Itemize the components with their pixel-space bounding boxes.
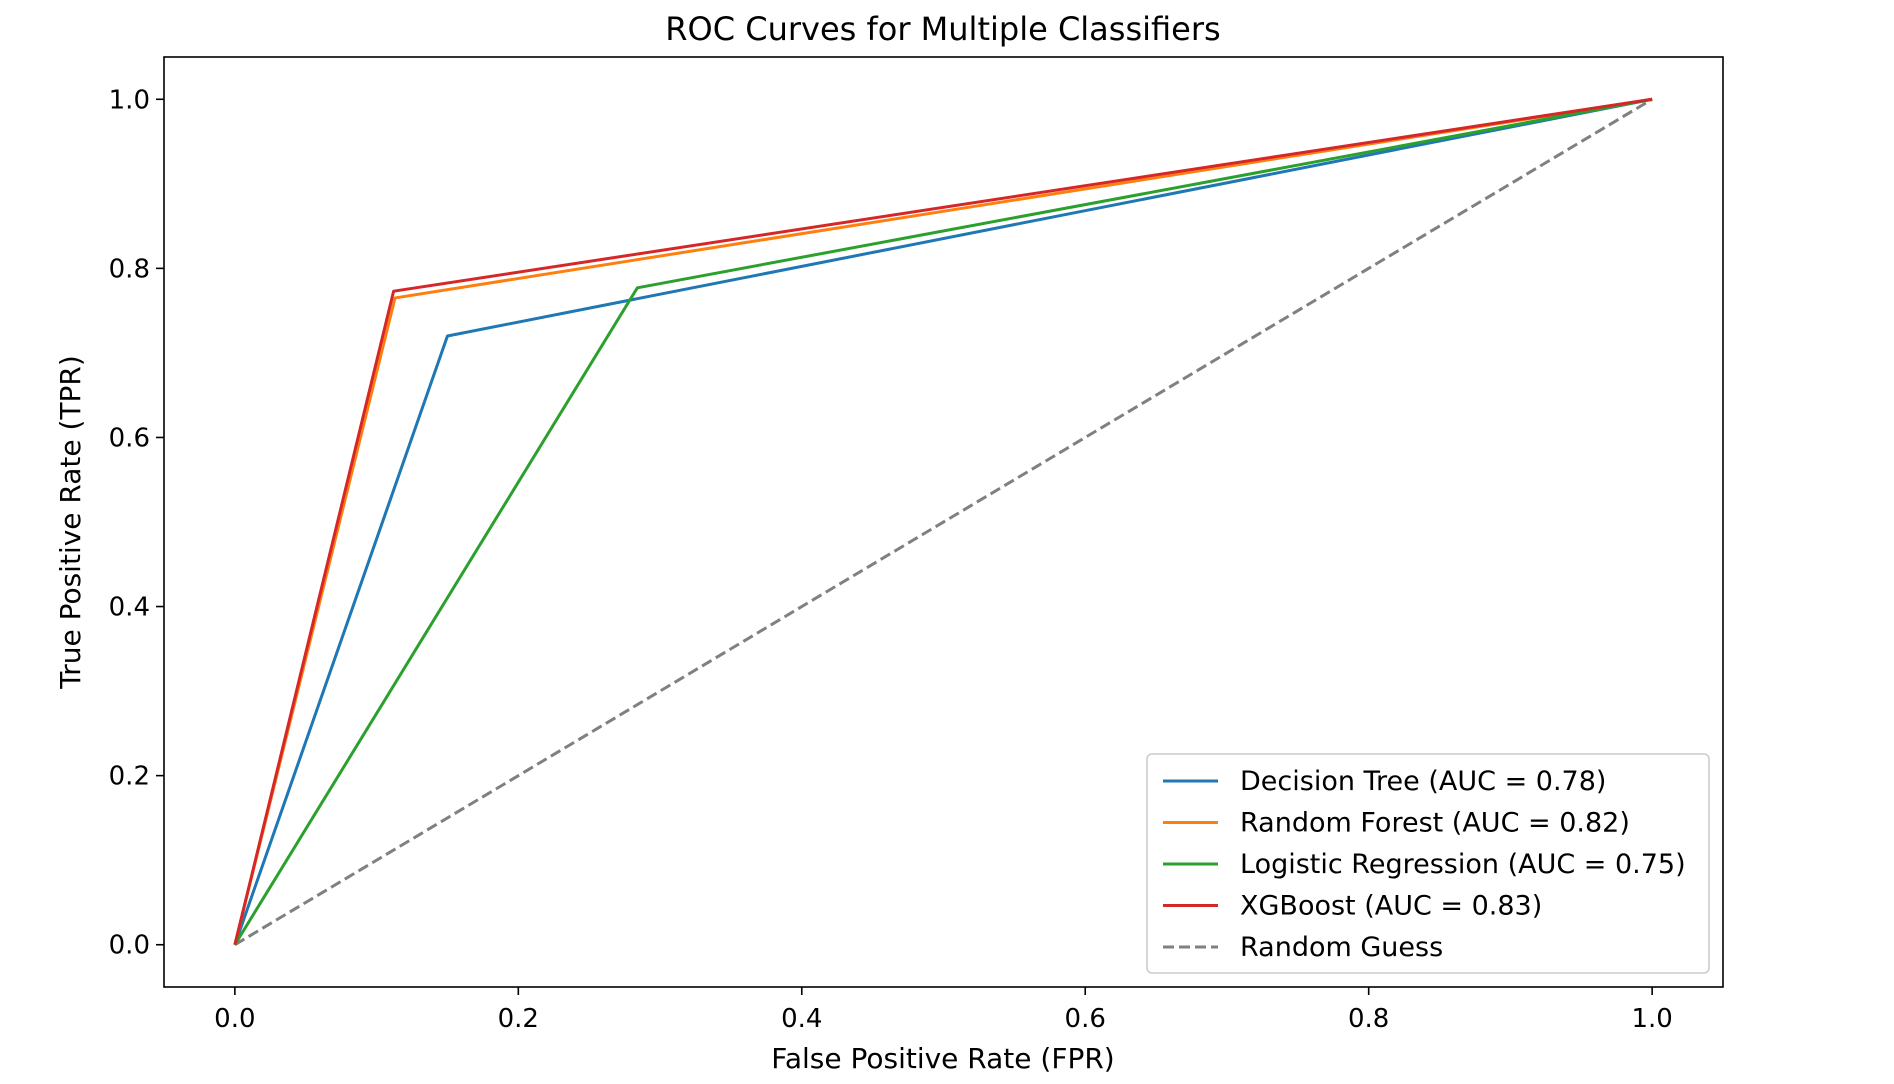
y-axis-label: True Positive Rate (TPR) <box>54 355 87 690</box>
series-line-decision-tree <box>233 97 1653 946</box>
series-line-xgboost <box>233 97 1653 946</box>
x-axis-label: False Positive Rate (FPR) <box>771 1042 1114 1075</box>
y-tick-label: 0.0 <box>109 931 150 961</box>
y-tick-label: 0.6 <box>109 423 150 453</box>
legend-label-logistic-regression: Logistic Regression (AUC = 0.75) <box>1240 849 1686 880</box>
y-tick-label: 1.0 <box>109 85 150 115</box>
legend-entries: Decision Tree (AUC = 0.78) Random Forest … <box>1163 766 1686 963</box>
y-axis-ticks: 0.0 0.2 0.4 0.6 0.8 1.0 <box>109 85 164 961</box>
y-tick-label: 0.2 <box>109 762 150 792</box>
plot-area: 0.0 0.2 0.4 0.6 0.8 1.0 0.0 0.2 0.4 0.6 0.8 1.0 <box>109 56 1724 1034</box>
y-tick-label: 0.4 <box>109 593 150 623</box>
x-tick-label: 0.2 <box>498 1004 539 1034</box>
chart-title: ROC Curves for Multiple Classifiers <box>665 10 1220 48</box>
legend-label-random-guess: Random Guess <box>1240 932 1443 963</box>
x-tick-label: 0.8 <box>1348 1004 1389 1034</box>
legend-label-random-forest: Random Forest (AUC = 0.82) <box>1240 808 1630 839</box>
x-tick-label: 1.0 <box>1631 1004 1672 1034</box>
plot-frame <box>163 56 1724 988</box>
y-tick-label: 0.8 <box>109 254 150 284</box>
legend-box <box>1146 753 1710 974</box>
series-line-logistic-regression <box>233 97 1653 946</box>
x-tick-label: 0.6 <box>1065 1004 1106 1034</box>
x-tick-label: 0.4 <box>781 1004 822 1034</box>
x-axis-ticks: 0.0 0.2 0.4 0.6 0.8 1.0 <box>214 987 1673 1034</box>
x-tick-label: 0.0 <box>214 1004 255 1034</box>
legend-label-decision-tree: Decision Tree (AUC = 0.78) <box>1240 766 1606 797</box>
legend-label-xgboost: XGBoost (AUC = 0.83) <box>1240 891 1542 922</box>
legend: Decision Tree (AUC = 0.78) Random Forest … <box>1146 753 1710 974</box>
series-layer <box>233 97 1653 947</box>
series-line-random-guess <box>234 97 1653 947</box>
